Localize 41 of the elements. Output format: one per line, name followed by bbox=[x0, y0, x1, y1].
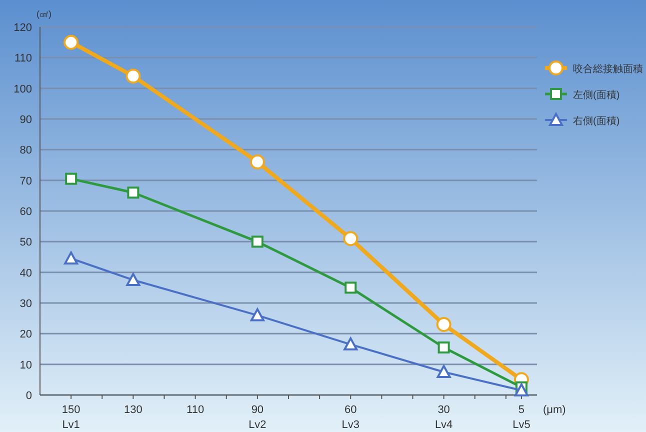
x-tick-label: 60 Lv3 bbox=[342, 404, 360, 431]
y-tick-label: 20 bbox=[20, 328, 32, 341]
x-tick-label: 110 bbox=[186, 404, 204, 416]
y-tick-label: 90 bbox=[20, 114, 32, 126]
y-tick-label: 10 bbox=[20, 359, 32, 372]
point bbox=[436, 316, 452, 332]
x-tick-label: 150 Lv1 bbox=[62, 404, 80, 431]
point bbox=[438, 341, 450, 354]
y-tick-label: 80 bbox=[20, 144, 32, 157]
point bbox=[514, 383, 528, 396]
x-tick-label: 130 bbox=[124, 404, 142, 416]
point bbox=[250, 154, 265, 170]
legend-label: 左側(面積) bbox=[573, 89, 620, 101]
point bbox=[343, 231, 358, 246]
point bbox=[64, 252, 78, 265]
y-tick-label: 0 bbox=[26, 390, 32, 402]
legend-label: 咬合総接触面積 bbox=[573, 63, 643, 75]
y-tick-label: 50 bbox=[20, 236, 32, 249]
point bbox=[64, 34, 79, 50]
legend-label: 右側(面積) bbox=[573, 115, 620, 127]
y-tick-label: 110 bbox=[14, 52, 32, 65]
x-tick-label: 5 Lv5 bbox=[512, 404, 530, 431]
point bbox=[127, 186, 140, 199]
y-axis-title: (㎠) bbox=[36, 9, 52, 19]
point bbox=[126, 273, 140, 286]
point bbox=[126, 68, 141, 84]
point bbox=[344, 282, 357, 294]
point bbox=[436, 365, 451, 378]
x-tick-label: 90 Lv2 bbox=[248, 404, 266, 431]
point bbox=[251, 236, 264, 248]
point bbox=[344, 337, 358, 350]
x-axis-title: (μm) bbox=[543, 404, 566, 416]
y-tick-label: 60 bbox=[20, 206, 32, 218]
y-tick-label: 100 bbox=[14, 83, 32, 96]
y-tick-label: 40 bbox=[20, 267, 32, 280]
y-tick-label: 70 bbox=[20, 175, 32, 188]
point bbox=[250, 308, 264, 322]
x-tick-label: 30 Lv4 bbox=[434, 404, 453, 431]
y-tick-label: 30 bbox=[20, 298, 32, 310]
point bbox=[65, 172, 78, 185]
y-tick-label: 120 bbox=[14, 22, 32, 34]
